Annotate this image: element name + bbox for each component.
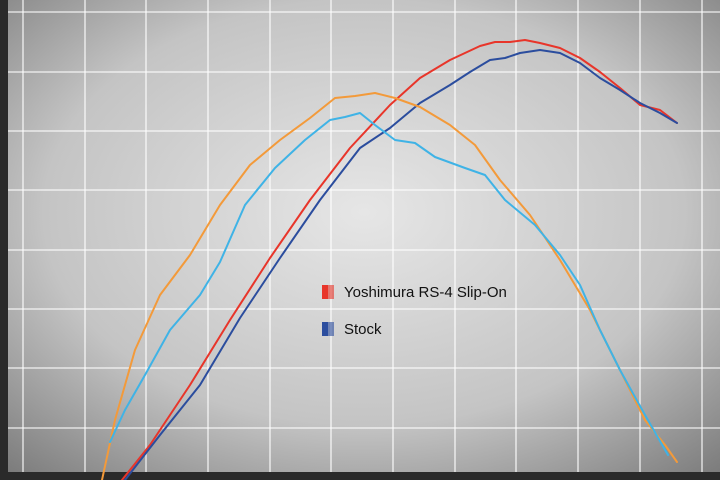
legend: Yoshimura RS-4 Slip-On Stock [322, 284, 507, 338]
plot-background [8, 0, 720, 472]
series-line [121, 39, 678, 480]
legend-swatch [328, 285, 334, 299]
series-line [124, 49, 678, 480]
legend-swatch [322, 285, 328, 299]
legend-label: Yoshimura RS-4 Slip-On [344, 284, 507, 301]
legend-label: Stock [344, 321, 382, 338]
lines [101, 39, 678, 480]
legend-swatch [328, 322, 334, 336]
series-line [109, 112, 669, 456]
legend-swatch [322, 322, 328, 336]
